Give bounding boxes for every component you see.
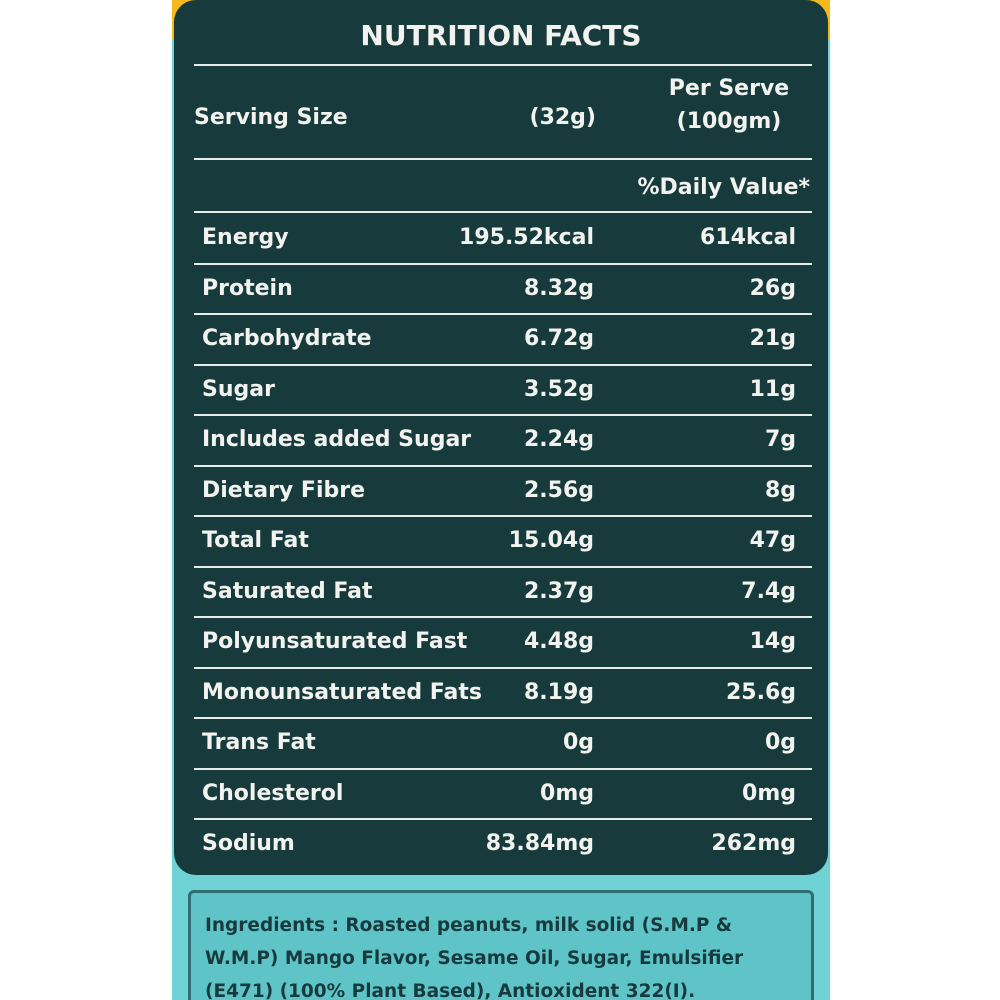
rule	[194, 717, 812, 719]
nutrient-name: Dietary Fibre	[202, 477, 366, 503]
per-serving: 6.72g	[523, 326, 594, 352]
rule	[194, 818, 812, 820]
per-serving: 2.37g	[523, 578, 594, 604]
per-serving: 3.52g	[523, 376, 594, 402]
per-100g: 26g	[749, 275, 796, 301]
per-100g: 262mg	[711, 831, 796, 857]
ingredients-box: Ingredients : Roasted peanuts, milk soli…	[188, 890, 814, 1000]
per-100g: 7.4g	[741, 578, 796, 604]
rule	[194, 515, 812, 517]
per-100g: 11g	[749, 376, 796, 402]
per-100g: 0mg	[742, 780, 796, 806]
nutrient-name: Energy	[202, 225, 289, 251]
rule	[194, 262, 812, 265]
per-serving: 0g	[562, 730, 594, 756]
per-serving: 0mg	[540, 780, 594, 806]
per-serving: 8.19g	[523, 679, 594, 705]
nutrient-name: Trans Fat	[202, 730, 316, 756]
rule	[194, 767, 812, 770]
per-100g: 47g	[749, 528, 796, 554]
per-100g: 21g	[749, 326, 796, 352]
per-serving: 2.56g	[523, 477, 594, 503]
rule	[194, 666, 812, 669]
per-100g: 0g	[764, 730, 796, 756]
package: NUTRITION FACTS Serving Size (32g) Per S…	[172, 0, 830, 1000]
nutrient-name: Monounsaturated Fats	[202, 679, 482, 705]
nutrient-name: Total Fat	[202, 528, 309, 554]
nutrient-name: Includes added Sugar	[202, 427, 472, 453]
nutrition-panel: NUTRITION FACTS Serving Size (32g) Per S…	[174, 0, 828, 875]
per-serving: 15.04g	[508, 528, 594, 554]
serving-label: Serving Size	[194, 105, 348, 130]
rule	[194, 64, 812, 66]
per-100g: 8g	[764, 477, 796, 503]
per-serve-unit: (100gm)	[676, 109, 782, 134]
nutrient-name: Sugar	[202, 376, 275, 402]
rule	[194, 211, 812, 213]
rule	[194, 313, 812, 315]
rule	[194, 565, 812, 568]
per-serving: 195.52kcal	[459, 225, 594, 251]
nutrient-name: Carbohydrate	[202, 326, 372, 352]
rule	[194, 363, 812, 366]
per-serving: 83.84mg	[485, 831, 594, 857]
nutrient-name: Protein	[202, 275, 293, 301]
daily-value: %Daily Value*	[637, 175, 810, 200]
ingredients: Ingredients : Roasted peanuts, milk soli…	[205, 915, 744, 1000]
per-100g: 614kcal	[700, 225, 796, 251]
nutrient-name: Cholesterol	[202, 780, 344, 806]
per-100g: 25.6g	[725, 679, 796, 705]
rule	[194, 616, 812, 618]
per-serving: 4.48g	[523, 629, 594, 655]
per-serving: 2.24g	[523, 427, 594, 453]
title: NUTRITION FACTS	[360, 19, 642, 52]
per-100g: 14g	[749, 629, 796, 655]
per-serving: 8.32g	[523, 275, 594, 301]
per-100g: 7g	[764, 427, 796, 453]
rule	[194, 464, 812, 467]
per-serve: Per Serve	[668, 76, 790, 101]
nutrient-name: Saturated Fat	[202, 578, 373, 604]
rule	[194, 414, 812, 416]
nutrient-name: Polyunsaturated Fast	[202, 629, 468, 655]
serving-amount: (32g)	[529, 105, 596, 130]
rule	[194, 158, 812, 160]
nutrient-name: Sodium	[202, 831, 295, 857]
